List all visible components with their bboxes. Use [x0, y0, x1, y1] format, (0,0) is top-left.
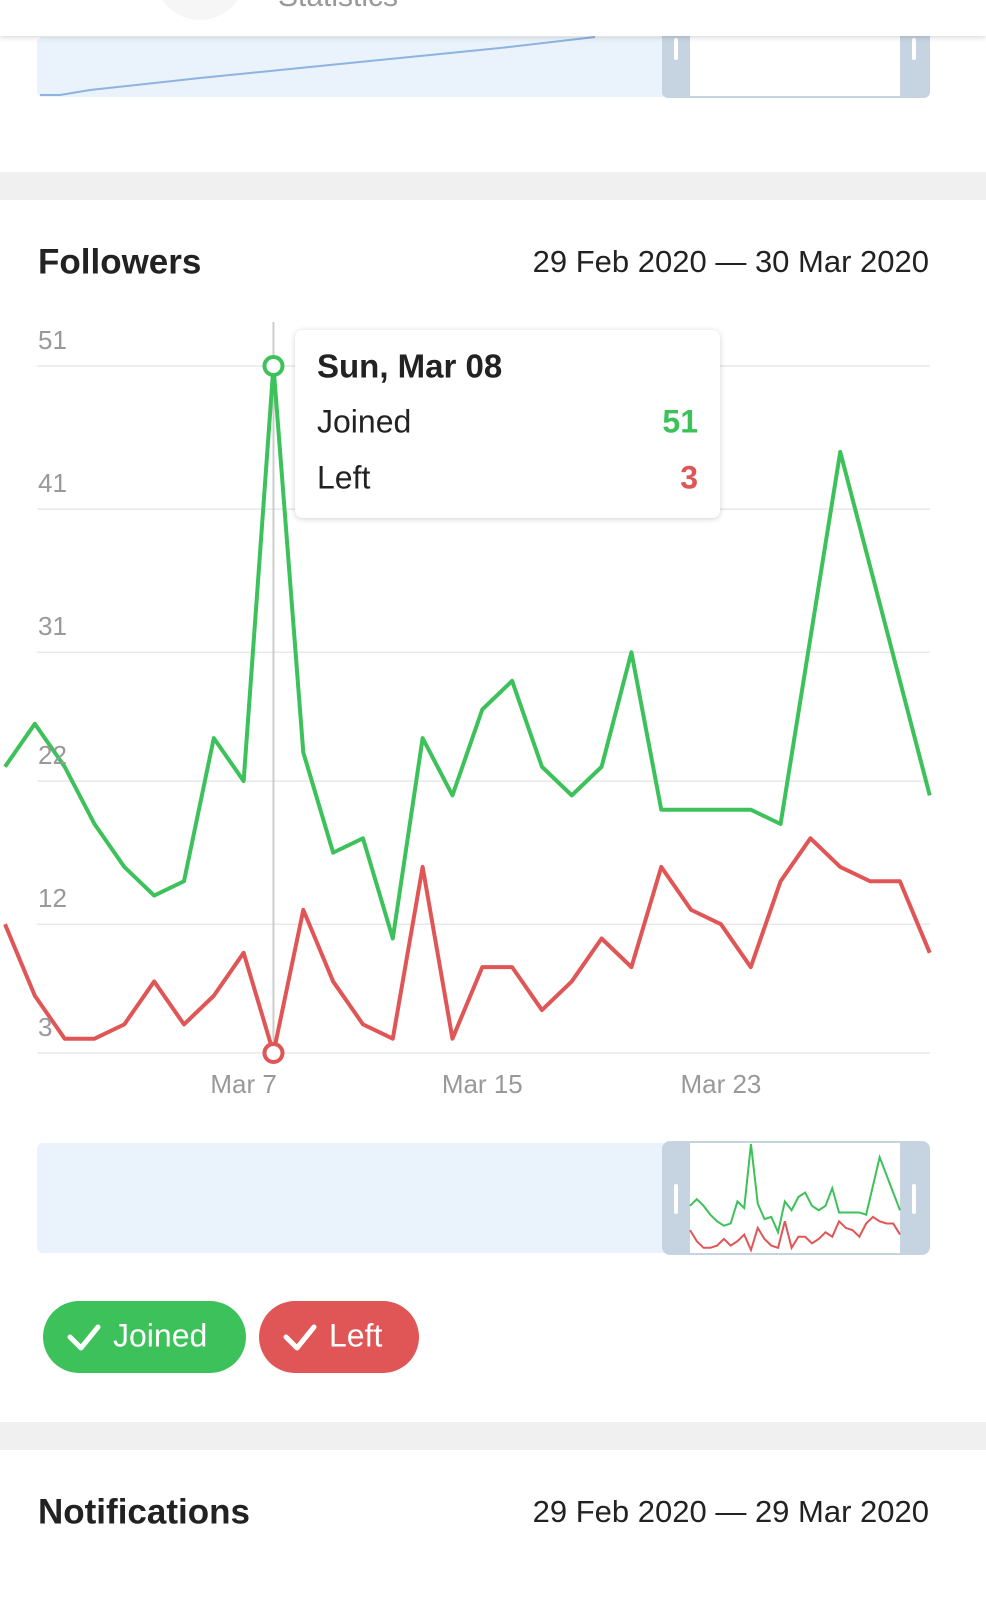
y-tick-label: 12 [38, 883, 67, 913]
legend-button[interactable]: Left [259, 1301, 419, 1373]
navigator-line [40, 36, 596, 96]
y-tick-label: 3 [38, 1012, 52, 1042]
navigator-series-line [689, 1143, 901, 1236]
tooltip-label: Left [317, 459, 370, 495]
navigator-handle[interactable] [912, 38, 916, 60]
section-divider [0, 1422, 986, 1450]
section-title: Followers [38, 242, 201, 281]
header-title: Statistics [278, 0, 398, 13]
legend-label[interactable]: Left [329, 1317, 382, 1353]
y-labels: 3 12 22 31 41 51 [38, 325, 67, 1042]
tooltip-value: 51 [662, 403, 698, 439]
legend-button[interactable]: Joined [43, 1301, 246, 1373]
highlight-point [262, 355, 285, 377]
tooltip-label: Joined [317, 403, 411, 439]
navigator-window-inner [690, 30, 900, 96]
series-line [3, 364, 932, 941]
navigator-handle[interactable] [912, 1184, 916, 1214]
y-tick-label: 31 [38, 611, 67, 641]
navigator-handle[interactable] [674, 1184, 678, 1214]
section-title: Notifications [38, 1492, 250, 1531]
date-range: 29 Feb 2020 — 30 Mar 2020 [533, 244, 929, 279]
check-icon [283, 1324, 317, 1351]
section-divider [0, 172, 986, 200]
y-tick-label: 41 [38, 468, 67, 498]
navigator-window-inner [690, 1143, 900, 1253]
x-labels: Mar 7 Mar 15 Mar 23 [210, 1069, 761, 1099]
y-tick-label: 22 [38, 740, 67, 770]
legend-button-background[interactable] [259, 1301, 419, 1373]
legend-button-background[interactable] [43, 1301, 246, 1373]
navigator-handle[interactable] [674, 38, 678, 60]
tooltip-box [295, 330, 720, 518]
tooltip-value: 3 [680, 459, 698, 495]
x-tick-label: Mar 23 [680, 1069, 761, 1099]
x-tick-label: Mar 15 [442, 1069, 523, 1099]
tooltip-title: Sun, Mar 08 [317, 348, 502, 385]
tooltip: Sun, Mar 08 Joined 51 Left 3 [295, 330, 720, 518]
check-icon [67, 1324, 101, 1351]
date-range: 29 Feb 2020 — 29 Mar 2020 [533, 1494, 929, 1529]
header-bar [0, 0, 986, 36]
navigator-series-line [689, 1215, 901, 1253]
series-line [3, 836, 932, 1055]
plot [3, 322, 932, 1064]
highlight-point [262, 1042, 285, 1064]
legend-label[interactable]: Joined [113, 1317, 207, 1353]
x-tick-label: Mar 7 [210, 1069, 276, 1099]
avatar [162, 0, 238, 20]
y-tick-label: 51 [38, 325, 67, 355]
navigator-lines [689, 1143, 901, 1253]
